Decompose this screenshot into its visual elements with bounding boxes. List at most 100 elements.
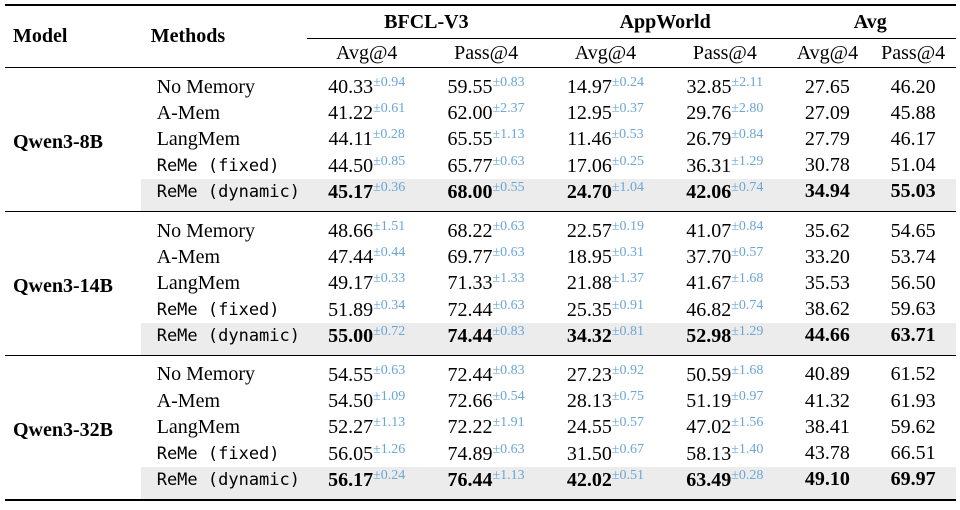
table-row: LangMem 52.27±1.13 72.22±1.91 24.55±0.57 47.… — [5, 414, 956, 440]
appworld-avg4-cell: 17.06±0.25 — [546, 153, 665, 179]
bfcl-pass4-cell: 68.22±0.63 — [426, 211, 545, 244]
appworld-avg4-cell: 22.57±0.19 — [546, 211, 665, 244]
mean-value: 50.59 — [686, 363, 732, 386]
appworld-pass4-cell: 36.31±1.29 — [665, 153, 784, 179]
mean-value: 48.66 — [328, 220, 374, 243]
method-name: No Memory — [156, 75, 256, 98]
std-value: ±0.37 — [611, 101, 645, 117]
avg-avg4-cell: 44.66 — [784, 322, 871, 356]
bfcl-pass4-cell: 72.22±1.91 — [426, 414, 545, 440]
mean-value: 69.77 — [447, 246, 493, 269]
appworld-avg4-cell: 12.95±0.37 — [546, 100, 665, 126]
bfcl-pass4-cell: 68.00±0.55 — [426, 178, 546, 212]
avg-pass4-cell: 53.74 — [890, 245, 936, 268]
std-value: ±0.94 — [373, 75, 406, 91]
std-value: ±0.51 — [611, 467, 645, 483]
method-name: ReMe (fixed) — [156, 299, 280, 320]
bfcl-pass4-cell: 65.77±0.63 — [426, 153, 545, 179]
std-value: ±0.24 — [611, 75, 645, 91]
std-value: ±1.33 — [492, 271, 525, 287]
bfcl-pass4-cell: 72.44±0.83 — [426, 355, 545, 388]
bfcl-avg4-cell: 51.89±0.34 — [307, 297, 426, 323]
mean-value: 28.13 — [566, 390, 612, 413]
bfcl-avg4-cell: 44.50±0.85 — [307, 153, 426, 179]
std-value: ±0.54 — [492, 389, 525, 405]
method-name: A-Mem — [156, 245, 221, 268]
method-name: ReMe (fixed) — [156, 443, 280, 464]
std-value: ±0.63 — [492, 219, 525, 235]
std-value: ±0.75 — [611, 389, 645, 405]
results-table: Model Methods BFCL-V3 AppWorld Avg Avg@4… — [5, 4, 956, 501]
avg-pass4-cell: 61.52 — [890, 363, 936, 386]
method-name: ReMe (dynamic) — [140, 178, 308, 212]
std-value: ±0.57 — [611, 415, 645, 431]
bfcl-avg4-cell: 40.33±0.94 — [307, 68, 426, 101]
std-value: ±0.63 — [492, 297, 525, 313]
std-value: ±1.29 — [731, 323, 764, 339]
bfcl-avg4-cell: 45.17±0.36 — [307, 178, 427, 212]
table-row: ReMe (dynamic) 45.17±0.36 68.00±0.55 24.70±… — [5, 178, 956, 212]
std-value: ±1.04 — [611, 179, 645, 195]
std-value: ±2.11 — [731, 75, 764, 91]
mean-value: 18.95 — [566, 246, 612, 269]
bfcl-pass4-cell: 72.66±0.54 — [426, 388, 545, 414]
appworld-avg4-cell: 21.88±1.37 — [546, 270, 665, 296]
mean-value: 37.70 — [686, 246, 732, 269]
std-value: ±0.31 — [611, 245, 645, 261]
mean-value: 41.67 — [686, 272, 732, 295]
mean-value: 42.02 — [566, 468, 612, 491]
std-value: ±0.34 — [373, 297, 406, 313]
avg-pass4-cell: 46.20 — [890, 75, 936, 98]
mean-value: 55.00 — [328, 324, 374, 347]
method-name: LangMem — [156, 271, 241, 294]
table-row: A-Mem 54.50±1.09 72.66±0.54 28.13±0.75 51.19… — [5, 388, 956, 414]
avg-pass4-cell: 59.62 — [890, 415, 936, 438]
avg-pass4-cell: 46.17 — [890, 127, 936, 150]
avg-avg4-cell: 49.10 — [784, 466, 871, 500]
mean-value: 42.06 — [686, 180, 732, 203]
bfcl-pass4-cell: 69.77±0.63 — [426, 244, 545, 270]
mean-value: 22.57 — [566, 220, 612, 243]
mean-value: 56.05 — [328, 442, 374, 465]
mean-value: 65.55 — [447, 128, 493, 151]
method-name: ReMe (dynamic) — [140, 322, 308, 356]
table-row: ReMe (fixed) 51.89±0.34 72.44±0.63 25.35±0.… — [5, 297, 956, 323]
mean-value: 59.55 — [447, 76, 493, 99]
table-row: Qwen3-8B No Memory 40.33±0.94 59.55±0.83 14.… — [5, 67, 956, 153]
header-group-bfcl: BFCL-V3 — [307, 5, 546, 39]
mean-value: 56.17 — [328, 468, 374, 491]
mean-value: 49.17 — [328, 272, 374, 295]
method-name: ReMe (fixed) — [156, 155, 280, 176]
avg-pass4-cell: 54.65 — [890, 219, 936, 242]
mean-value: 58.13 — [686, 442, 732, 465]
table-row: Qwen3-32B No Memory 54.55±0.63 72.44±0.83 27… — [5, 355, 956, 441]
appworld-pass4-cell: 51.19±0.97 — [665, 388, 784, 414]
avg-avg4-cell: 27.79 — [804, 127, 850, 150]
mean-value: 32.85 — [686, 76, 732, 99]
mean-value: 12.95 — [566, 102, 612, 125]
mean-value: 14.97 — [566, 76, 612, 99]
avg-avg4-cell: 43.78 — [804, 442, 850, 465]
appworld-pass4-cell: 41.67±1.68 — [665, 270, 784, 296]
model-name: Qwen3-14B — [13, 274, 113, 297]
appworld-pass4-cell: 32.85±2.11 — [665, 68, 784, 101]
avg-pass4-cell: 66.51 — [890, 442, 936, 465]
avg-avg4-cell: 41.32 — [804, 389, 850, 412]
bfcl-avg4-cell: 55.00±0.72 — [307, 322, 427, 356]
bfcl-pass4-cell: 71.33±1.33 — [426, 270, 545, 296]
std-value: ±0.61 — [373, 101, 406, 117]
table-row: Qwen3-14B No Memory 48.66±1.51 68.22±0.63 22… — [5, 211, 956, 297]
appworld-pass4-cell: 41.07±0.84 — [665, 211, 784, 244]
bfcl-avg4-cell: 47.44±0.44 — [307, 244, 426, 270]
std-value: ±0.55 — [492, 179, 525, 195]
bfcl-pass4-cell: 72.44±0.63 — [426, 297, 545, 323]
bfcl-avg4-cell: 52.27±1.13 — [307, 414, 426, 440]
std-value: ±0.53 — [611, 127, 644, 143]
table-row: LangMem 49.17±0.33 71.33±1.33 21.88±1.37 41.… — [5, 270, 956, 296]
mean-value: 47.02 — [686, 416, 732, 439]
std-value: ±0.33 — [373, 271, 406, 287]
std-value: ±0.28 — [372, 127, 405, 143]
mean-value: 54.50 — [328, 390, 374, 413]
mean-value: 74.89 — [447, 442, 493, 465]
appworld-avg4-cell: 42.02±0.51 — [545, 466, 666, 500]
